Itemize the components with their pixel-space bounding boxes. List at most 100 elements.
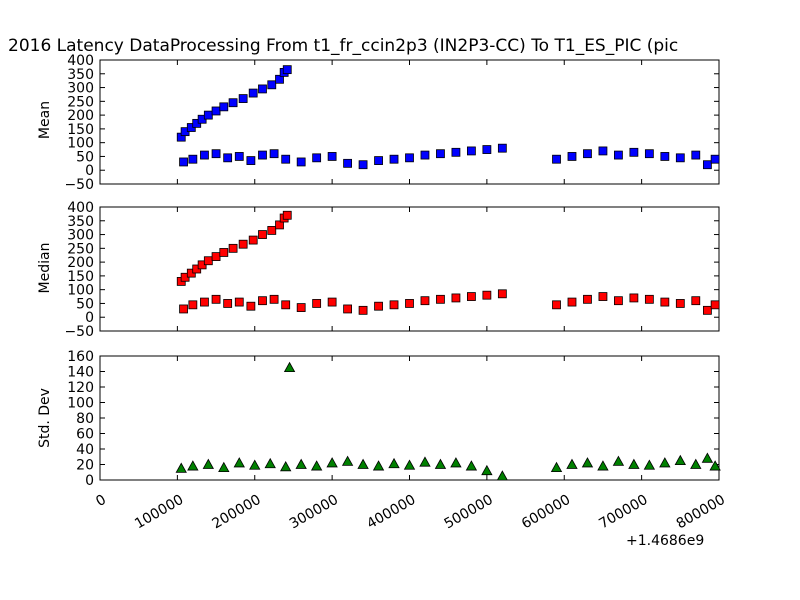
ytick-label: 0 [85, 163, 94, 179]
data-point [248, 88, 258, 98]
data-point [629, 293, 639, 303]
data-point [310, 460, 323, 471]
data-point [628, 458, 640, 469]
ytick-label: 350 [67, 67, 94, 83]
data-point [282, 65, 292, 75]
data-point [496, 470, 509, 481]
data-point [211, 294, 221, 304]
data-point [282, 210, 292, 220]
data-point [612, 455, 625, 466]
xtick-label: 200000 [209, 492, 263, 533]
data-point [372, 460, 385, 471]
data-point [200, 150, 209, 160]
data-point [436, 149, 445, 159]
data-point [702, 160, 712, 170]
ytick-label: 250 [67, 94, 94, 110]
data-point [248, 235, 258, 245]
data-point [702, 305, 712, 315]
data-point [179, 304, 188, 314]
ytick-label: 100 [67, 396, 94, 412]
data-point [357, 458, 369, 469]
data-point [202, 458, 215, 469]
data-point [629, 147, 639, 157]
data-point [451, 293, 461, 303]
data-point [405, 299, 414, 308]
data-point [327, 297, 337, 307]
data-point [710, 154, 720, 164]
data-point [419, 456, 431, 467]
data-point [258, 150, 267, 160]
ytick-label: 250 [67, 241, 94, 257]
data-point [552, 154, 561, 164]
data-point [203, 256, 213, 266]
data-point [567, 297, 577, 307]
data-point [281, 300, 291, 310]
data-point [674, 454, 686, 466]
data-point [436, 294, 445, 304]
ytick-label: 0 [85, 310, 94, 326]
ytick-label: 140 [67, 365, 94, 381]
data-point [246, 156, 256, 165]
ytick-label: 350 [67, 214, 94, 230]
data-point [258, 230, 267, 239]
data-point [497, 143, 507, 153]
data-point [267, 226, 277, 235]
ytick-label: 40 [76, 442, 94, 458]
data-point [249, 459, 261, 470]
data-point [597, 460, 609, 471]
data-point [234, 297, 244, 307]
data-point [691, 150, 701, 160]
ytick-label: 150 [67, 122, 94, 138]
data-point [211, 149, 221, 159]
data-point [269, 149, 279, 159]
ytick-label: 200 [67, 255, 94, 271]
data-point [614, 150, 623, 160]
xtick-label: 300000 [287, 492, 341, 533]
data-point [388, 457, 400, 469]
data-point [643, 459, 656, 470]
data-point [343, 304, 353, 314]
data-point [228, 98, 238, 108]
data-point [179, 157, 188, 167]
data-point [269, 294, 279, 304]
data-point [264, 457, 276, 469]
data-point [275, 74, 284, 84]
data-point [188, 154, 198, 164]
data-point [482, 145, 492, 154]
ytick-label: 120 [67, 380, 94, 396]
xtick-label: 700000 [596, 492, 650, 533]
data-point [283, 361, 296, 373]
ytick-label: 0 [85, 473, 94, 489]
data-point [644, 294, 654, 304]
data-point [188, 300, 198, 310]
data-point [389, 300, 399, 310]
data-point [701, 452, 714, 463]
data-point [420, 150, 430, 160]
data-point [238, 239, 248, 249]
data-point [466, 146, 476, 156]
data-point [358, 160, 368, 170]
ytick-label: 50 [76, 149, 94, 165]
data-point [451, 147, 461, 157]
ytick-label: 80 [76, 411, 94, 427]
data-point [258, 84, 267, 94]
ytick-label: 100 [67, 283, 94, 299]
xtick-label: 400000 [364, 492, 418, 533]
data-point [644, 149, 654, 159]
ytick-label: 300 [67, 81, 94, 97]
xtick-label: 500000 [442, 492, 496, 533]
ytick-label: 150 [67, 269, 94, 285]
data-point [405, 153, 414, 163]
data-point [450, 457, 462, 468]
xtick-label: 100000 [132, 492, 186, 533]
data-point [219, 102, 229, 112]
data-point [234, 152, 244, 161]
ytick-label: −50 [64, 177, 94, 193]
data-point [341, 455, 354, 466]
data-point [566, 458, 578, 469]
data-point [675, 299, 685, 308]
data-point [218, 461, 230, 473]
ytick-label: 400 [67, 200, 94, 216]
data-point [481, 464, 493, 476]
